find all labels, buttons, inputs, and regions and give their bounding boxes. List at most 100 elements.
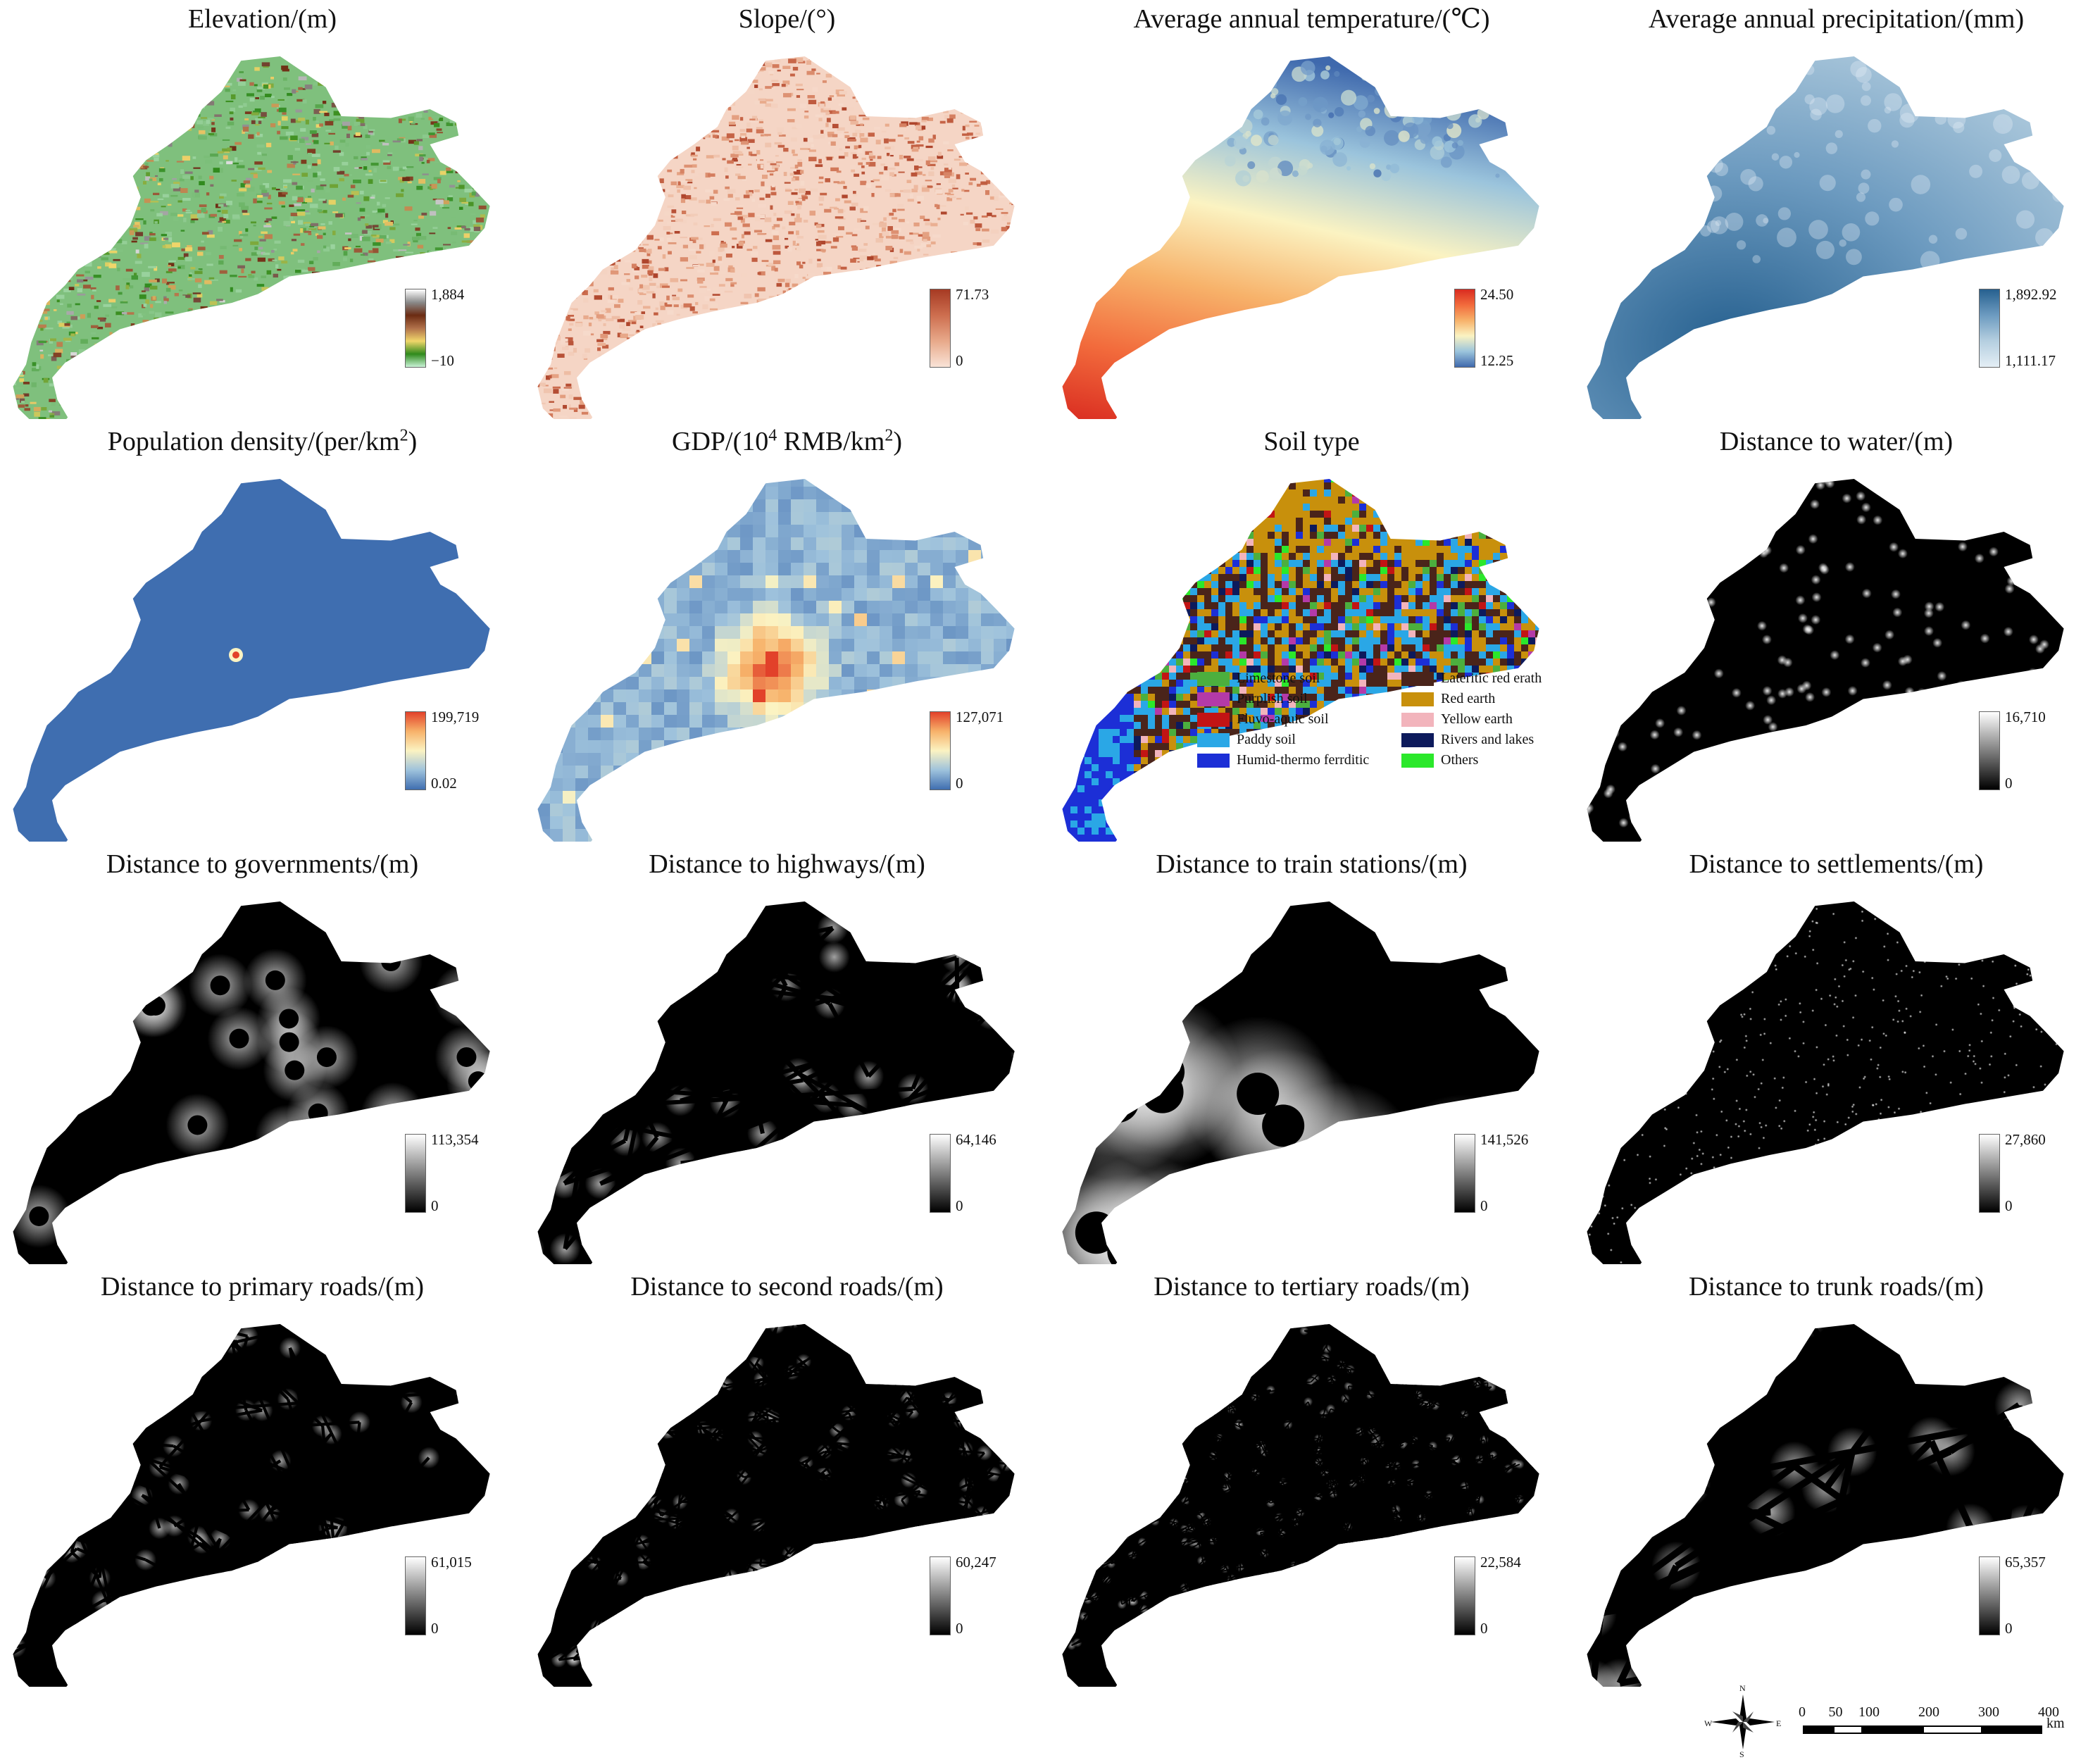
legend-min-label: 0 <box>956 352 963 369</box>
legend-min-label: 1,111.17 <box>2005 352 2056 369</box>
north-arrow-icon <box>1704 1690 1782 1754</box>
scale-bar-segment <box>1803 1725 1833 1734</box>
panel-title: Average annual temperature/(℃) <box>1049 3 1574 35</box>
legend-color-bar <box>1454 289 1475 368</box>
map-image <box>0 1306 525 1687</box>
legend-min-label: 0.02 <box>431 775 457 792</box>
map-area <box>1574 884 2099 1264</box>
legend-color-bar <box>405 1556 426 1635</box>
soil-swatch <box>1197 692 1230 706</box>
panel-title: Distance to water/(m) <box>1574 425 2099 458</box>
scale-tick-label: 300 <box>1978 1704 1999 1721</box>
soil-legend-item: Lateritic red erath <box>1401 669 1542 688</box>
legend-min-label: 0 <box>956 1197 963 1214</box>
soil-legend-item: Yellow earth <box>1401 710 1513 729</box>
map-area <box>1574 461 2099 842</box>
map-image <box>1574 884 2099 1264</box>
panel-title: Population density/(per/km2) <box>0 425 525 458</box>
legend-max-label: 141,526 <box>1480 1131 1528 1148</box>
map-image <box>1574 1306 2099 1687</box>
legend-max-label: 1,892.92 <box>2005 286 2057 303</box>
soil-legend-item: Limestone soil <box>1197 669 1320 688</box>
soil-swatch <box>1197 733 1230 747</box>
map-area <box>1574 1306 2099 1687</box>
map-panel: Average annual precipitation/(mm)1,892.9… <box>1574 0 2099 423</box>
panel-title: Distance to primary roads/(m) <box>0 1271 525 1303</box>
map-image <box>1049 884 1574 1264</box>
panel-title: Distance to highways/(m) <box>525 848 1049 880</box>
legend-max-label: 64,146 <box>956 1131 996 1148</box>
map-image <box>525 39 1049 419</box>
soil-swatch <box>1197 713 1230 727</box>
panel-title: Distance to train stations/(m) <box>1049 848 1574 880</box>
panel-title: Soil type <box>1049 425 1574 458</box>
legend-color-bar <box>405 289 426 368</box>
soil-legend: Limestone soil Purplish soil Fluvo-aquic s… <box>1197 669 1577 810</box>
scale-unit: km <box>2046 1716 2065 1732</box>
map-panel: Population density/(per/km2) 199,719 0.02 <box>0 423 525 845</box>
soil-label: Purplish soil <box>1237 691 1308 707</box>
legend-color-bar <box>930 1556 951 1635</box>
soil-label: Yellow earth <box>1441 711 1513 728</box>
map-area <box>525 1306 1049 1687</box>
panel-title: Distance to trunk roads/(m) <box>1574 1271 2099 1303</box>
panel-title: Distance to second roads/(m) <box>525 1271 1049 1303</box>
legend-min-label: 0 <box>956 775 963 792</box>
soil-label: Red earth <box>1441 691 1495 707</box>
legend-min-label: 0 <box>2005 775 2013 792</box>
panel-title: Distance to settlements/(m) <box>1574 848 2099 880</box>
legend-max-label: 22,584 <box>1480 1554 1521 1571</box>
soil-label: Humid-thermo ferrditic <box>1237 752 1369 768</box>
scale-bar-segment <box>1863 1725 1923 1734</box>
legend-color-bar <box>1454 1556 1475 1635</box>
soil-label: Limestone soil <box>1237 670 1320 687</box>
soil-legend-item: Fluvo-aquic soil <box>1197 710 1329 729</box>
soil-swatch <box>1401 713 1434 727</box>
legend-min-label: 0 <box>431 1620 439 1637</box>
legend-color-bar <box>405 711 426 790</box>
map-panel: Distance to highways/(m) 64,146 0 <box>525 845 1049 1268</box>
map-panel: Soil type Limestone soil Purplish soil Fluv… <box>1049 423 1574 845</box>
legend-min-label: 0 <box>956 1620 963 1637</box>
map-panel: Elevation/(m)1,884−10 <box>0 0 525 423</box>
map-image <box>525 1306 1049 1687</box>
legend-max-label: 65,357 <box>2005 1554 2046 1571</box>
legend-color-bar <box>1979 1134 2000 1213</box>
soil-swatch <box>1401 672 1434 686</box>
compass-s: S <box>1739 1749 1744 1760</box>
legend-max-label: 113,354 <box>431 1131 478 1148</box>
panel-title: GDP/(104 RMB/km2) <box>525 425 1049 458</box>
legend-min-label: 0 <box>2005 1197 2013 1214</box>
map-area <box>1049 884 1574 1264</box>
scale-bar-segment <box>1982 1725 2042 1734</box>
legend-min-label: 0 <box>431 1197 439 1214</box>
soil-swatch <box>1197 672 1230 686</box>
soil-swatch <box>1197 754 1230 768</box>
soil-legend-item: Humid-thermo ferrditic <box>1197 751 1369 770</box>
legend-color-bar <box>930 289 951 368</box>
legend-color-bar <box>930 1134 951 1213</box>
scale-tick-label: 200 <box>1918 1704 1939 1721</box>
legend-max-label: 199,719 <box>431 709 479 725</box>
legend-color-bar <box>1979 289 2000 368</box>
compass-w: W <box>1704 1718 1712 1729</box>
scale-tick-label: 50 <box>1829 1704 1843 1721</box>
map-area <box>525 884 1049 1264</box>
legend-color-bar <box>1454 1134 1475 1213</box>
soil-legend-item: Red earth <box>1401 689 1495 709</box>
soil-label: Fluvo-aquic soil <box>1237 711 1329 728</box>
legend-color-bar <box>930 711 951 790</box>
panel-title: Elevation/(m) <box>0 3 525 35</box>
soil-label: Lateritic red erath <box>1441 670 1542 687</box>
map-area <box>525 461 1049 842</box>
legend-max-label: 61,015 <box>431 1554 472 1571</box>
